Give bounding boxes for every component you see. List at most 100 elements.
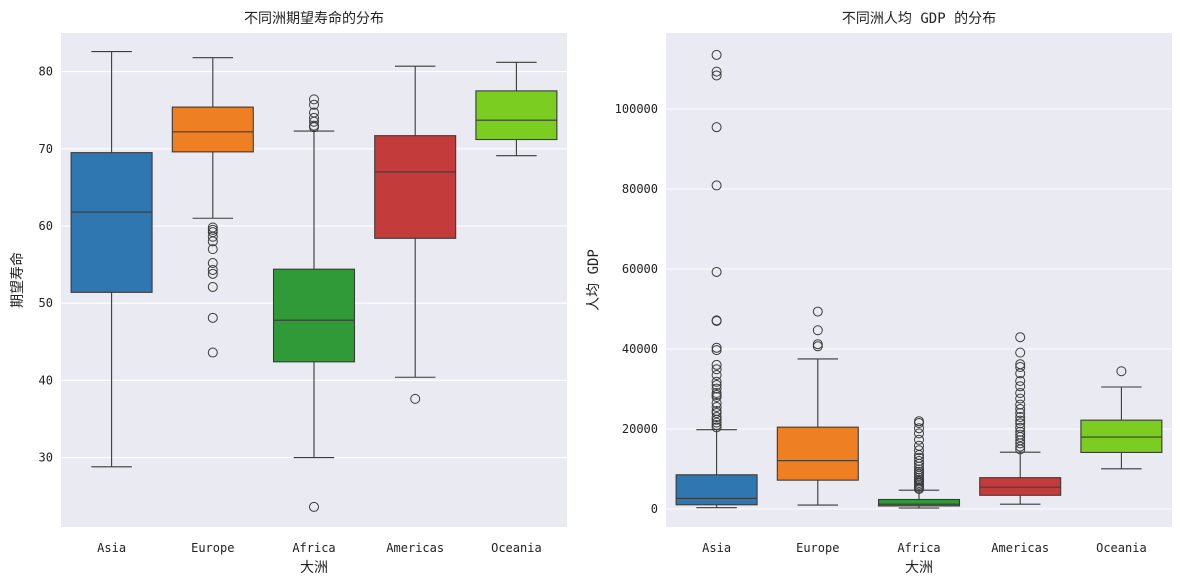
gdp-box-africa: [877, 498, 961, 507]
life-ytick-label-1: 40: [39, 373, 53, 387]
life-box-group-asia: [70, 50, 153, 468]
gdp-box-americas: [979, 477, 1062, 496]
gdp-x-axis-label: 大洲: [905, 560, 933, 576]
gdp-outlier-americas-1: [1015, 347, 1026, 358]
life-outlier-europe-5: [207, 244, 218, 255]
gdp-chart-title: 不同洲人均 GDP 的分布: [842, 11, 996, 27]
gdp-outlier-americas-13: [1015, 415, 1026, 426]
life-outlier-africa-7: [309, 501, 319, 512]
life-outlier-europe-9: [207, 281, 218, 292]
gdp-outlier-asia-18: [711, 392, 722, 402]
life-outlier-africa-1: [309, 99, 319, 110]
life-ytick-label-2: 50: [39, 296, 53, 310]
life-box-oceania: [475, 90, 558, 141]
gdp-outlier-europe-0: [812, 306, 823, 317]
life-xtick-label-americas: Americas: [386, 541, 444, 555]
gdp-outlier-americas-10: [1015, 404, 1026, 414]
gdp-outlier-europe-1: [812, 325, 823, 336]
gdp-ytick-label-2: 40000: [622, 342, 658, 356]
gdp-y-axis-label: 人均 GDP: [586, 249, 602, 311]
life-box-africa: [272, 268, 356, 363]
life-outlier-americas-0: [410, 393, 421, 404]
life-box-asia: [70, 152, 153, 293]
gdp-box-group-asia: [675, 49, 758, 509]
life-outlier-europe-7: [207, 264, 218, 275]
gdp-outlier-asia-9: [711, 345, 722, 356]
gdp-outlier-africa-6: [914, 445, 924, 456]
life-outlier-europe-10: [207, 312, 218, 323]
gdp-outlier-asia-11: [711, 364, 722, 375]
life-outlier-europe-1: [207, 224, 218, 235]
life-box-americas: [374, 135, 457, 239]
life-expectancy-boxplot-panel: 30 40 50 60 70 80 Asia Europe Africa Americas Ocea…: [9, 10, 567, 576]
gdp-outlier-asia-3: [711, 122, 722, 133]
gdp-outlier-americas-0: [1015, 332, 1026, 343]
gdp-outlier-asia-0: [711, 49, 722, 60]
gdp-outlier-asia-15: [711, 383, 722, 394]
gdp-xtick-label-asia: Asia: [702, 541, 731, 555]
gdp-outlier-americas-8: [1015, 393, 1026, 404]
gdp-outlier-asia-20: [711, 402, 722, 412]
life-box-group-americas: [374, 65, 457, 404]
life-y-axis-label: 期望寿命: [9, 252, 26, 308]
gdp-outlier-africa-9: [914, 456, 924, 466]
gdp-outlier-asia-4: [711, 180, 722, 191]
gdp-box-group-africa: [877, 416, 961, 509]
life-xtick-label-europe: Europe: [191, 541, 234, 555]
life-box-group-oceania: [475, 61, 558, 157]
gdp-outlier-americas-3: [1015, 362, 1026, 372]
life-ytick-label-0: 30: [39, 451, 53, 465]
gdp-box-group-oceania: [1080, 366, 1163, 470]
life-box-europe: [171, 106, 254, 153]
life-outlier-africa-0: [309, 94, 319, 105]
gdp-outlier-asia-5: [711, 266, 722, 277]
life-ytick-label-5: 80: [39, 65, 53, 79]
gdp-xtick-label-europe: Europe: [796, 541, 839, 555]
gdp-outlier-asia-22: [711, 408, 722, 418]
gdp-xtick-label-oceania: Oceania: [1096, 541, 1147, 555]
gdp-outlier-africa-1: [914, 418, 924, 428]
gdp-outlier-asia-23: [711, 412, 722, 422]
gdp-outlier-asia-7: [711, 316, 722, 326]
gdp-outlier-africa-12: [914, 464, 924, 475]
gdp-box-europe: [776, 426, 859, 481]
life-outlier-europe-4: [207, 236, 218, 247]
life-xtick-label-africa: Africa: [292, 541, 335, 555]
gdp-outlier-americas-20: [1015, 438, 1026, 449]
gdp-outlier-americas-21: [1015, 441, 1026, 452]
gdp-outlier-asia-2: [711, 70, 722, 81]
gdp-ytick-label-5: 100000: [615, 102, 658, 116]
life-box-group-africa: [272, 94, 356, 512]
gdp-outlier-africa-3: [914, 428, 924, 439]
gdp-per-capita-boxplot-panel: 0 20000 40000 60000 80000 100000 Asia Europe Afr…: [586, 11, 1172, 576]
gdp-ytick-label-4: 80000: [622, 182, 658, 196]
life-outlier-europe-6: [207, 258, 218, 269]
gdp-outlier-asia-1: [711, 66, 722, 77]
gdp-outlier-oceania-0: [1116, 366, 1127, 377]
gdp-outlier-asia-13: [711, 376, 722, 387]
gdp-ytick-label-1: 20000: [622, 422, 658, 436]
life-xtick-label-asia: Asia: [97, 541, 126, 555]
gdp-outlier-americas-12: [1015, 412, 1026, 422]
gdp-outlier-asia-14: [711, 380, 722, 390]
gdp-outlier-asia-25: [711, 417, 722, 428]
life-xtick-label-oceania: Oceania: [491, 541, 542, 555]
gdp-ytick-label-0: 0: [651, 502, 658, 516]
life-outlier-africa-6: [309, 122, 319, 133]
gdp-box-group-europe: [776, 306, 859, 506]
gdp-outlier-africa-2: [914, 423, 924, 434]
life-ytick-label-4: 70: [39, 142, 53, 156]
gdp-box-oceania: [1080, 419, 1163, 453]
life-outlier-europe-11: [207, 347, 218, 358]
gdp-outlier-americas-18: [1015, 432, 1026, 442]
gdp-outlier-americas-14: [1015, 418, 1026, 429]
gdp-outlier-americas-6: [1015, 381, 1026, 392]
life-x-axis-label: 大洲: [300, 560, 328, 576]
gdp-outlier-asia-8: [711, 342, 722, 353]
gdp-ytick-label-3: 60000: [622, 262, 658, 276]
gdp-outlier-europe-3: [812, 341, 823, 352]
gdp-outlier-africa-10: [914, 458, 924, 469]
gdp-outlier-americas-11: [1015, 408, 1026, 418]
gdp-outlier-asia-27: [711, 422, 722, 433]
gdp-xtick-label-americas: Americas: [991, 541, 1049, 555]
